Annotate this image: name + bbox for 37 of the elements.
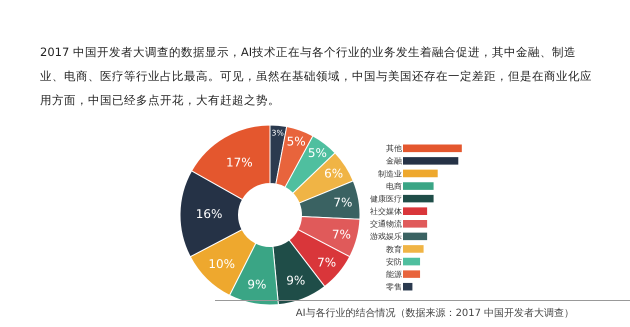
y-tick-label: 游戏娱乐 (370, 232, 402, 242)
text: AI与各行业的结合情况（数据来源：2017 中国开发者大调查） (294, 306, 576, 320)
bar (403, 170, 438, 178)
bar (403, 220, 428, 228)
data-label: 10% (208, 257, 235, 272)
y-tick-label: 电商 (386, 182, 402, 191)
y-tick-label: 教育 (386, 244, 402, 254)
data-label: 5% (308, 146, 327, 160)
y-tick-label: 其他 (386, 144, 402, 154)
y-tick-label: 健康医疗 (370, 194, 402, 204)
bar (403, 258, 420, 266)
bar (403, 182, 434, 190)
y-tick-label: 交通物流 (370, 220, 402, 229)
data-label: 9% (247, 277, 266, 292)
bar (403, 270, 420, 278)
data-label: 5% (286, 134, 306, 149)
data-label: 9% (286, 274, 306, 288)
data-label: 7% (332, 227, 351, 242)
bar (403, 282, 412, 290)
y-tick-label: 安防 (386, 257, 402, 266)
bar (403, 232, 428, 240)
data-label: 7% (333, 195, 352, 210)
y-tick-label: 制造业 (378, 169, 402, 178)
y-tick-label: 零售 (386, 282, 402, 292)
bar (403, 144, 462, 152)
data-label: 7% (317, 256, 336, 270)
bar (403, 157, 458, 165)
bar (403, 207, 428, 215)
bar (403, 194, 434, 202)
data-label: 6% (324, 166, 344, 181)
data-label: 17% (226, 156, 253, 170)
data-label: 16% (196, 207, 222, 222)
chart-title: 2017 中国开发者大调查的数据显示，AI技术正在与各个行业的业务发生着融合促进，其中金融、制造业、电商、医疗等行业占比最高。可见，虽然在基础领域，中国与美国还存在一定差距，但是在商业化应用方面，中国已经多点开花，大有赶超之势。 (40, 44, 593, 109)
y-tick-label: 金融 (386, 156, 402, 166)
y-tick-label: 社交媒体 (370, 207, 402, 216)
y-tick-label: 能源 (386, 270, 402, 279)
bar (403, 245, 424, 253)
